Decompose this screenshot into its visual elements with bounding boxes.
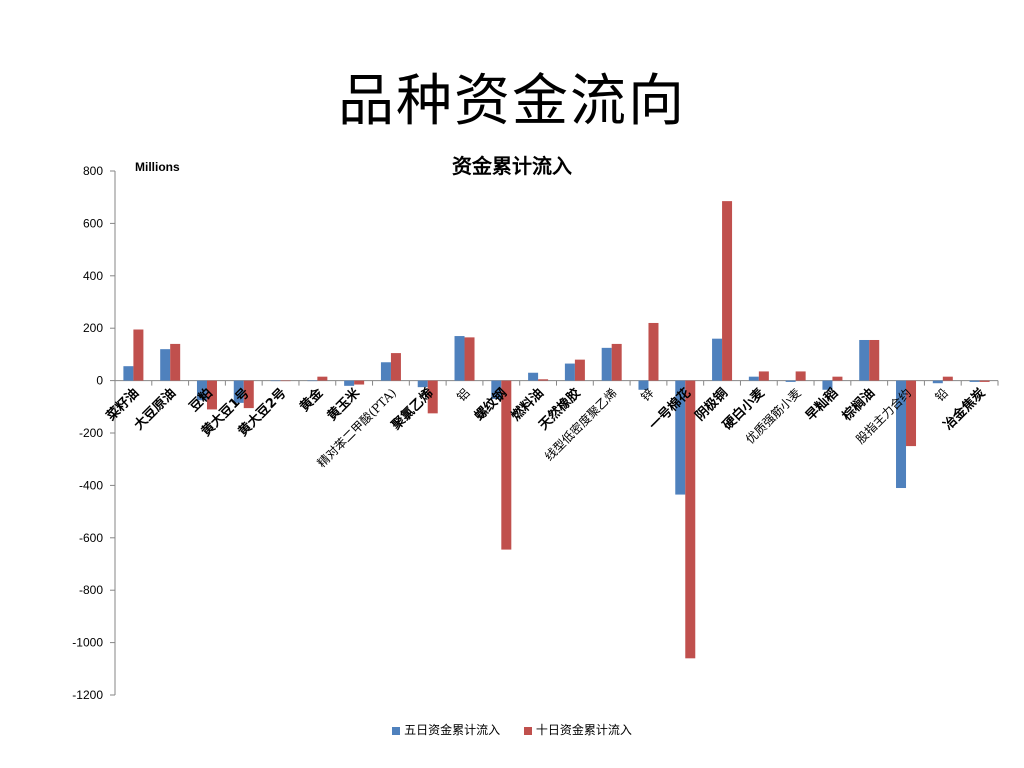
legend-label-five-day: 五日资金累计流入	[404, 723, 501, 737]
bar-ten-day-7	[390, 353, 401, 381]
bar-ten-day-15	[685, 380, 696, 659]
legend-swatch-ten-day	[523, 726, 532, 735]
x-category-label: 早籼稻	[802, 385, 841, 424]
x-category-label: 铝	[454, 385, 473, 404]
bar-ten-day-12	[574, 359, 585, 381]
bar-ten-day-1	[170, 343, 181, 381]
legend-item-ten-day: 十日资金累计流入	[523, 721, 632, 738]
x-category-label: 冶金焦炭	[940, 385, 988, 433]
bar-five-day-2	[196, 380, 207, 401]
bar-five-day-1	[160, 349, 171, 381]
bar-five-day-15	[675, 380, 686, 495]
bar-five-day-14	[638, 380, 649, 390]
y-tick-label: 400	[83, 269, 103, 283]
y-tick-label: -1000	[72, 636, 103, 650]
y-tick-label: -400	[79, 478, 103, 492]
units-label: Millions	[135, 160, 180, 174]
bar-ten-day-6	[354, 380, 365, 385]
bar-ten-day-4	[280, 380, 291, 382]
bar-ten-day-21	[906, 380, 917, 447]
legend-item-five-day: 五日资金累计流入	[392, 721, 500, 738]
bar-five-day-8	[417, 380, 428, 388]
y-tick-label: -800	[79, 583, 103, 597]
bar-ten-day-18	[795, 371, 806, 381]
bar-ten-day-19	[832, 376, 843, 381]
bar-ten-day-17	[758, 371, 769, 381]
bar-five-day-0	[123, 366, 134, 381]
y-tick-label: 800	[83, 164, 103, 178]
bar-five-day-4	[270, 380, 281, 382]
bar-five-day-19	[822, 380, 833, 390]
bar-five-day-3	[233, 380, 244, 403]
bar-five-day-20	[859, 339, 870, 381]
y-tick-label: 200	[83, 321, 103, 335]
y-tick-label: -1200	[72, 688, 103, 702]
bar-five-day-22	[932, 380, 943, 384]
legend: 五日资金累计流入 十日资金累计流入	[0, 721, 1024, 738]
y-tick-label: 0	[96, 374, 103, 388]
bar-ten-day-3	[243, 380, 254, 409]
y-tick-label: -200	[79, 426, 103, 440]
bar-ten-day-22	[942, 376, 953, 381]
bar-ten-day-23	[979, 380, 990, 382]
legend-swatch-five-day	[392, 726, 401, 735]
legend-label-ten-day: 十日资金累计流入	[535, 723, 632, 737]
bar-five-day-17	[748, 376, 759, 381]
bar-five-day-5	[307, 380, 318, 382]
bar-ten-day-0	[133, 329, 144, 381]
bar-ten-day-2	[206, 380, 217, 410]
y-tick-label: 600	[83, 216, 103, 230]
bar-ten-day-20	[869, 339, 880, 381]
chart-title: 资金累计流入	[452, 154, 572, 178]
bar-ten-day-9	[464, 337, 475, 381]
bar-five-day-7	[380, 362, 391, 381]
bar-five-day-9	[454, 336, 465, 381]
bar-ten-day-5	[317, 376, 328, 381]
bar-ten-day-16	[722, 201, 733, 381]
bar-ten-day-11	[538, 379, 549, 381]
bar-five-day-11	[528, 372, 539, 381]
bar-five-day-16	[712, 338, 723, 381]
bar-ten-day-13	[611, 343, 622, 381]
bar-ten-day-10	[501, 380, 512, 550]
bar-ten-day-8	[427, 380, 438, 414]
bar-five-day-12	[564, 363, 575, 381]
x-category-label: 铅	[933, 386, 951, 404]
bar-ten-day-14	[648, 322, 659, 381]
x-category-label: 黄金	[296, 384, 326, 414]
bar-five-day-18	[785, 380, 796, 382]
bar-five-day-13	[601, 347, 612, 381]
bar-five-day-23	[969, 380, 980, 382]
bar-five-day-10	[491, 380, 502, 399]
bar-five-day-6	[344, 380, 355, 386]
page-title: 品种资金流向	[338, 69, 686, 134]
y-tick-label: -600	[79, 531, 103, 545]
bar-five-day-21	[896, 380, 907, 489]
